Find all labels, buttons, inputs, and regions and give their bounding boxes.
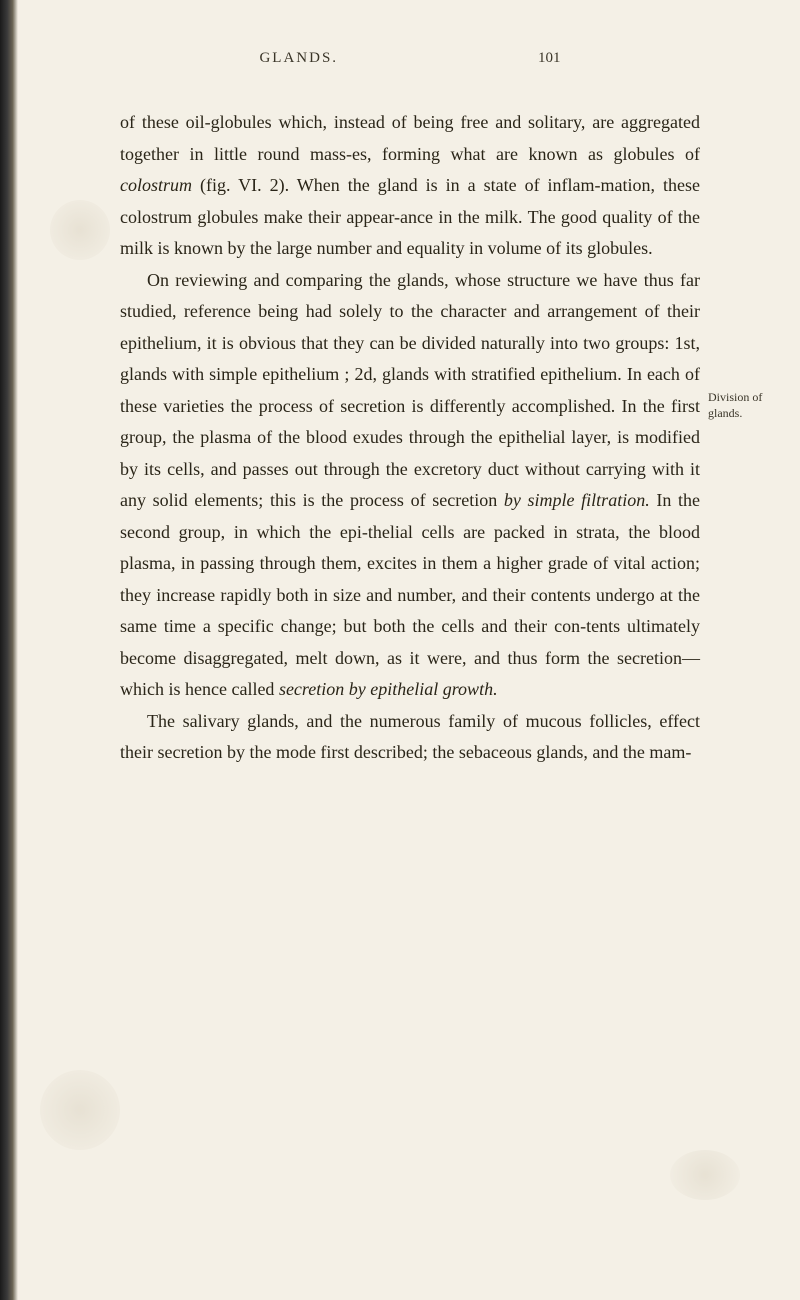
running-header: GLANDS. 101 xyxy=(120,50,700,67)
text-run: (fig. VI. 2). When the gland is in a sta… xyxy=(120,175,700,258)
paragraph: of these oil-globules which, instead of … xyxy=(120,107,700,265)
margin-note: Division of glands. xyxy=(708,390,778,421)
paragraph: On reviewing and comparing the glands, w… xyxy=(120,265,700,706)
body-text: of these oil-globules which, instead of … xyxy=(120,107,700,769)
header-title: GLANDS. xyxy=(259,50,338,67)
text-run: In the second group, in which the epi-th… xyxy=(120,490,700,699)
italic-text: by simple filtration. xyxy=(504,490,650,510)
text-run: The salivary glands, and the numerous fa… xyxy=(120,711,700,763)
text-run: On reviewing and comparing the glands, w… xyxy=(120,270,700,511)
page-number: 101 xyxy=(538,50,561,67)
page-container: GLANDS. 101 Division of glands. of these… xyxy=(0,0,800,1300)
italic-text: colostrum xyxy=(120,175,192,195)
text-run: of these oil-globules which, instead of … xyxy=(120,112,700,164)
paragraph: The salivary glands, and the numerous fa… xyxy=(120,706,700,769)
italic-text: secretion by epithelial growth. xyxy=(279,679,498,699)
